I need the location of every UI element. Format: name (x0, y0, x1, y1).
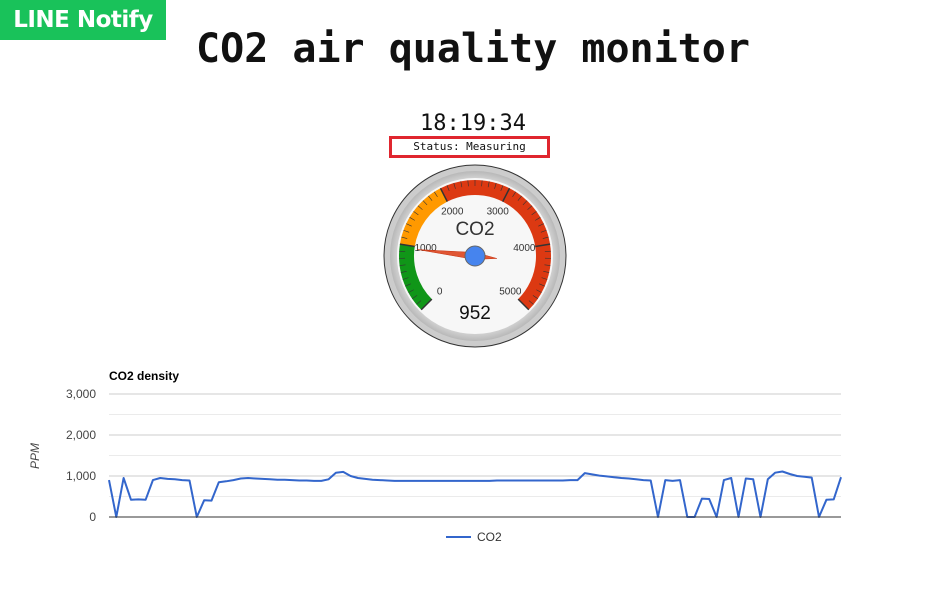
gauge-minor-tick (481, 180, 483, 187)
gauge-minor-tick (541, 277, 548, 280)
chart-title: CO2 density (109, 369, 179, 383)
chart-y-tick-label: 2,000 (66, 428, 96, 442)
gauge-minor-tick (428, 195, 433, 201)
gauge-minor-tick (467, 180, 469, 187)
gauge-minor-tick (403, 229, 410, 233)
gauge-minor-tick (536, 289, 542, 293)
gauge-minor-tick (422, 200, 428, 206)
gauge-minor-tick (400, 270, 407, 273)
gauge-tick-label: 1000 (414, 243, 437, 254)
gauge-minor-tick (405, 283, 411, 287)
gauge-major-tick (439, 187, 448, 202)
chart-series-line-co2 (108, 470, 842, 518)
gauge-minor-tick (417, 205, 423, 210)
co2-density-chart: CO2 density 0 1,000 2,000 3,000 PPM CO2 (28, 369, 842, 544)
gauge-minor-tick (401, 236, 408, 239)
gauge-minor-tick (543, 270, 550, 273)
gauge-minor-tick (522, 200, 528, 206)
gauge-minor-tick (528, 300, 534, 305)
chart-y-tick-label: 0 (89, 510, 96, 524)
gauge-minor-tick (408, 289, 414, 293)
gauge-minor-tick (446, 185, 450, 192)
page-title: CO2 air quality monitor (196, 26, 750, 72)
gauge-minor-tick (416, 300, 422, 305)
gauge-major-tick (535, 243, 551, 248)
gauge-minor-tick (494, 182, 497, 189)
gauge-minor-tick (406, 223, 412, 227)
gauge-major-tick (420, 298, 433, 311)
gauge-minor-tick (540, 229, 547, 233)
gauge-minor-tick (411, 295, 418, 299)
gauge-minor-tick (399, 264, 406, 266)
gauge-tick-label: 0 (437, 286, 443, 297)
chart-y-axis-label: PPM (28, 443, 42, 469)
gauge-minor-tick (413, 211, 419, 216)
gauge-minor-tick (527, 205, 533, 210)
gauge-tick-label: 4000 (513, 243, 536, 254)
chart-y-tick-label: 3,000 (66, 387, 96, 401)
gauge-label: CO2 (455, 219, 494, 240)
gauge-zone-1 (399, 188, 448, 247)
gauge-minor-tick (402, 277, 409, 280)
gauge-minor-tick (434, 191, 438, 198)
gauge-value: 952 (459, 303, 491, 324)
chart-y-tick-label: 1,000 (66, 469, 96, 483)
gauge-minor-tick (409, 217, 415, 221)
gauge-tick-label: 2000 (441, 206, 464, 217)
gauge-minor-tick (453, 182, 456, 189)
gauge-minor-tick (460, 181, 463, 188)
chart-gridlines (109, 393, 841, 497)
co2-gauge: 0 1000 2000 3000 4000 5000 CO2 952 (383, 164, 567, 348)
gauge-major-tick (517, 298, 530, 311)
gauge-minor-tick (532, 295, 539, 299)
gauge-minor-tick (531, 211, 537, 216)
gauge-major-tick (399, 243, 415, 248)
gauge-minor-tick (539, 283, 545, 287)
gauge-minor-tick (544, 264, 551, 266)
badge-label: LINE Notify (13, 7, 153, 33)
gauge-minor-tick (542, 236, 549, 239)
gauge-minor-tick (538, 223, 544, 227)
status-text: Status: Measuring (413, 140, 526, 153)
gauge-minor-tick (535, 217, 541, 221)
chart-y-tick-labels: 0 1,000 2,000 3,000 (66, 387, 96, 524)
gauge-tick-label: 3000 (487, 206, 510, 217)
gauge-minor-tick (517, 195, 522, 201)
gauge-minor-tick (512, 191, 516, 198)
clock-time: 18:19:34 (420, 111, 526, 136)
gauge-minor-tick (500, 185, 504, 192)
legend-label-co2: CO2 (477, 530, 502, 544)
line-notify-badge: LINE Notify (0, 0, 166, 40)
gauge-tick-labels: 0 1000 2000 3000 4000 5000 (414, 206, 535, 297)
gauge-zone-2 (440, 180, 551, 310)
gauge-minor-tick (487, 181, 490, 188)
gauge-major-ticks (399, 187, 551, 311)
gauge-major-tick (502, 187, 511, 202)
gauge-tick-label: 5000 (499, 286, 522, 297)
gauge-zone-0 (399, 244, 432, 310)
gauge-hub (464, 245, 486, 267)
gauge-zones (399, 180, 551, 310)
status-box: Status: Measuring (389, 136, 550, 158)
